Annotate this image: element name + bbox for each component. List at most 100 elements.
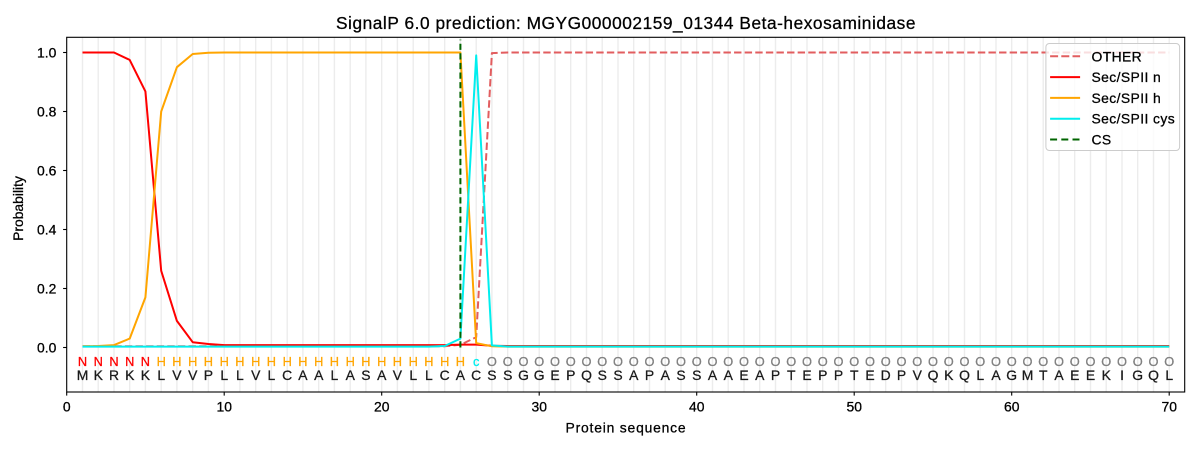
svg-text:H: H: [361, 354, 370, 369]
svg-text:L: L: [409, 367, 417, 383]
svg-text:O: O: [582, 354, 592, 369]
svg-text:P: P: [771, 367, 780, 383]
svg-text:A: A: [456, 367, 466, 383]
svg-text:H: H: [204, 354, 213, 369]
svg-text:O: O: [613, 354, 623, 369]
svg-text:H: H: [440, 354, 449, 369]
svg-text:T: T: [850, 367, 859, 383]
svg-text:O: O: [1101, 354, 1111, 369]
svg-text:Sec/SPII h: Sec/SPII h: [1092, 90, 1162, 106]
svg-text:O: O: [1086, 354, 1096, 369]
svg-text:O: O: [912, 354, 922, 369]
svg-text:L: L: [268, 367, 276, 383]
svg-text:H: H: [188, 354, 197, 369]
svg-text:O: O: [692, 354, 702, 369]
svg-text:H: H: [409, 354, 418, 369]
svg-text:O: O: [739, 354, 749, 369]
svg-text:A: A: [314, 367, 324, 383]
svg-text:50: 50: [846, 399, 862, 415]
svg-text:O: O: [660, 354, 670, 369]
svg-text:60: 60: [1004, 399, 1020, 415]
svg-text:V: V: [913, 367, 923, 383]
svg-text:S: S: [692, 367, 701, 383]
svg-text:O: O: [723, 354, 733, 369]
svg-text:O: O: [534, 354, 544, 369]
svg-text:P: P: [834, 367, 843, 383]
svg-text:Sec/SPII cys: Sec/SPII cys: [1092, 111, 1176, 127]
svg-text:O: O: [550, 354, 560, 369]
svg-text:L: L: [1165, 367, 1173, 383]
svg-text:V: V: [393, 367, 403, 383]
svg-text:Q: Q: [928, 367, 939, 383]
svg-text:A: A: [724, 367, 734, 383]
svg-text:H: H: [235, 354, 244, 369]
svg-text:H: H: [283, 354, 292, 369]
svg-text:Probability: Probability: [10, 176, 26, 241]
svg-text:H: H: [267, 354, 276, 369]
svg-text:H: H: [346, 354, 355, 369]
svg-text:0.2: 0.2: [37, 280, 57, 296]
svg-text:H: H: [298, 354, 307, 369]
svg-text:V: V: [251, 367, 261, 383]
svg-text:A: A: [298, 367, 308, 383]
svg-text:S: S: [361, 367, 370, 383]
svg-text:E: E: [1086, 367, 1095, 383]
svg-text:A: A: [346, 367, 356, 383]
svg-text:Q: Q: [959, 367, 970, 383]
svg-text:N: N: [125, 354, 134, 369]
svg-text:40: 40: [689, 399, 705, 415]
svg-text:S: S: [613, 367, 622, 383]
svg-text:M: M: [1022, 367, 1034, 383]
svg-text:O: O: [645, 354, 655, 369]
svg-text:P: P: [645, 367, 654, 383]
svg-text:T: T: [1039, 367, 1048, 383]
svg-text:H: H: [377, 354, 386, 369]
svg-text:O: O: [519, 354, 529, 369]
svg-text:D: D: [881, 367, 891, 383]
svg-text:K: K: [94, 367, 104, 383]
svg-text:0.0: 0.0: [37, 339, 57, 355]
svg-text:O: O: [629, 354, 639, 369]
svg-text:A: A: [708, 367, 718, 383]
svg-text:O: O: [597, 354, 607, 369]
svg-text:Q: Q: [1148, 367, 1159, 383]
svg-text:N: N: [141, 354, 150, 369]
svg-text:A: A: [377, 367, 387, 383]
svg-text:L: L: [425, 367, 433, 383]
svg-text:O: O: [897, 354, 907, 369]
svg-text:H: H: [314, 354, 323, 369]
svg-text:O: O: [1133, 354, 1143, 369]
svg-text:A: A: [991, 367, 1001, 383]
svg-text:H: H: [456, 354, 465, 369]
svg-text:O: O: [566, 354, 576, 369]
svg-text:N: N: [109, 354, 118, 369]
svg-text:30: 30: [531, 399, 547, 415]
svg-text:E: E: [739, 367, 748, 383]
svg-text:O: O: [1054, 354, 1064, 369]
svg-text:O: O: [771, 354, 781, 369]
svg-text:P: P: [818, 367, 827, 383]
svg-text:E: E: [802, 367, 811, 383]
svg-text:S: S: [598, 367, 607, 383]
svg-text:G: G: [518, 367, 529, 383]
svg-text:O: O: [755, 354, 765, 369]
svg-text:L: L: [157, 367, 165, 383]
svg-text:O: O: [1164, 354, 1174, 369]
svg-text:K: K: [1102, 367, 1112, 383]
svg-text:N: N: [78, 354, 87, 369]
svg-text:S: S: [487, 367, 496, 383]
svg-text:O: O: [1070, 354, 1080, 369]
svg-text:C: C: [471, 367, 481, 383]
svg-text:O: O: [991, 354, 1001, 369]
svg-text:L: L: [220, 367, 228, 383]
svg-text:O: O: [1038, 354, 1048, 369]
svg-text:O: O: [944, 354, 954, 369]
svg-text:Protein sequence: Protein sequence: [566, 420, 687, 436]
svg-text:C: C: [282, 367, 292, 383]
svg-text:O: O: [865, 354, 875, 369]
svg-text:E: E: [550, 367, 559, 383]
svg-text:E: E: [1070, 367, 1079, 383]
svg-text:A: A: [661, 367, 671, 383]
svg-text:R: R: [109, 367, 119, 383]
svg-text:M: M: [77, 367, 89, 383]
